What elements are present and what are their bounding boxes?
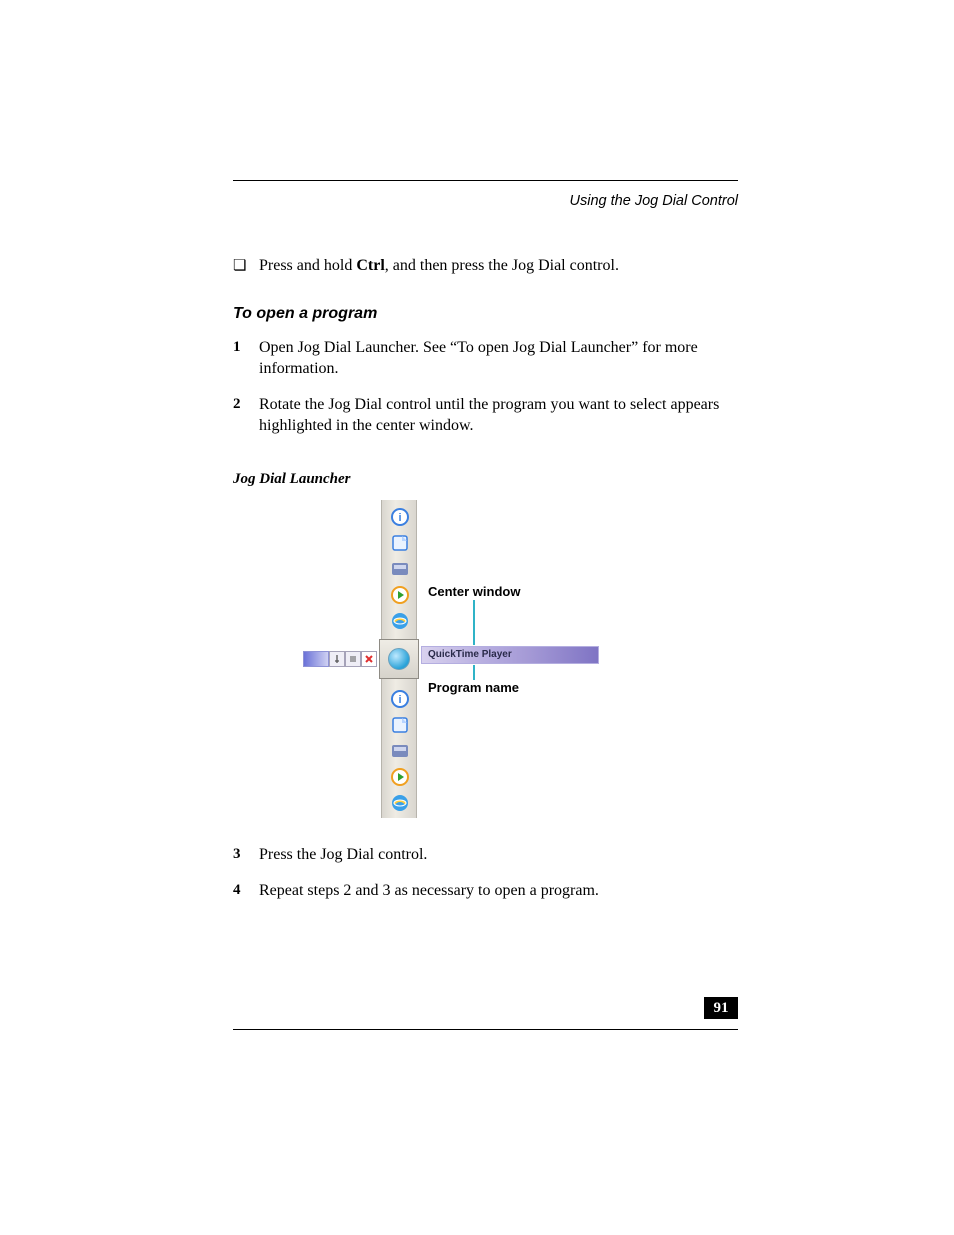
bullet-item: ❏ Press and hold Ctrl, and then press th… — [233, 255, 738, 277]
program-name-bar[interactable]: QuickTime Player — [421, 646, 599, 664]
step-1: 1 Open Jog Dial Launcher. See “To open J… — [233, 337, 738, 380]
step-number: 3 — [233, 844, 259, 864]
center-window[interactable] — [379, 639, 419, 679]
step-number: 4 — [233, 880, 259, 900]
toolbar-strip — [303, 650, 379, 668]
page-root: Using the Jog Dial Control ❏ Press and h… — [0, 0, 954, 1235]
bullet-text-pre: Press and hold — [259, 257, 356, 274]
page-number: 91 — [704, 997, 738, 1019]
callout-line — [473, 665, 475, 680]
bullet-mark: ❏ — [233, 255, 259, 275]
callout-line — [473, 600, 475, 645]
section-heading: To open a program — [233, 305, 738, 323]
toolbar-handle[interactable] — [303, 651, 329, 667]
step-3: 3 Press the Jog Dial control. — [233, 844, 738, 866]
vaio-icon[interactable] — [382, 556, 418, 582]
media-player-icon[interactable] — [382, 582, 418, 608]
svg-text:i: i — [398, 694, 401, 706]
list-icon[interactable] — [345, 651, 361, 667]
body: ❏ Press and hold Ctrl, and then press th… — [233, 241, 738, 901]
internet-explorer-icon[interactable] — [382, 790, 418, 816]
figure-caption: Jog Dial Launcher — [233, 471, 738, 488]
running-head: Using the Jog Dial Control — [570, 193, 738, 209]
note-icon[interactable] — [382, 530, 418, 556]
launcher-bottom-icons: i — [382, 686, 418, 816]
step-4: 4 Repeat steps 2 and 3 as necessary to o… — [233, 880, 738, 902]
quicktime-icon — [388, 648, 410, 670]
info-icon[interactable]: i — [382, 686, 418, 712]
step-text: Rotate the Jog Dial control until the pr… — [259, 394, 738, 437]
svg-text:i: i — [398, 512, 401, 524]
note-icon[interactable] — [382, 712, 418, 738]
bullet-text: Press and hold Ctrl, and then press the … — [259, 255, 738, 277]
callout-program-name: Program name — [428, 680, 519, 695]
launcher-top-icons: i — [382, 504, 418, 634]
figure-area: i — [233, 500, 738, 830]
close-icon[interactable] — [361, 651, 377, 667]
callout-center-window: Center window — [428, 584, 520, 599]
media-player-icon[interactable] — [382, 764, 418, 790]
step-text: Press the Jog Dial control. — [259, 844, 738, 866]
bullet-text-post: , and then press the Jog Dial control. — [385, 257, 619, 274]
internet-explorer-icon[interactable] — [382, 608, 418, 634]
step-number: 2 — [233, 394, 259, 414]
vaio-icon[interactable] — [382, 738, 418, 764]
pin-icon[interactable] — [329, 651, 345, 667]
program-name-text: QuickTime Player — [428, 649, 512, 660]
step-text: Repeat steps 2 and 3 as necessary to ope… — [259, 880, 738, 902]
step-2: 2 Rotate the Jog Dial control until the … — [233, 394, 738, 437]
bullet-text-bold: Ctrl — [356, 257, 384, 274]
step-text: Open Jog Dial Launcher. See “To open Jog… — [259, 337, 738, 380]
info-icon[interactable]: i — [382, 504, 418, 530]
content-frame: Using the Jog Dial Control ❏ Press and h… — [233, 180, 738, 1030]
step-number: 1 — [233, 337, 259, 357]
